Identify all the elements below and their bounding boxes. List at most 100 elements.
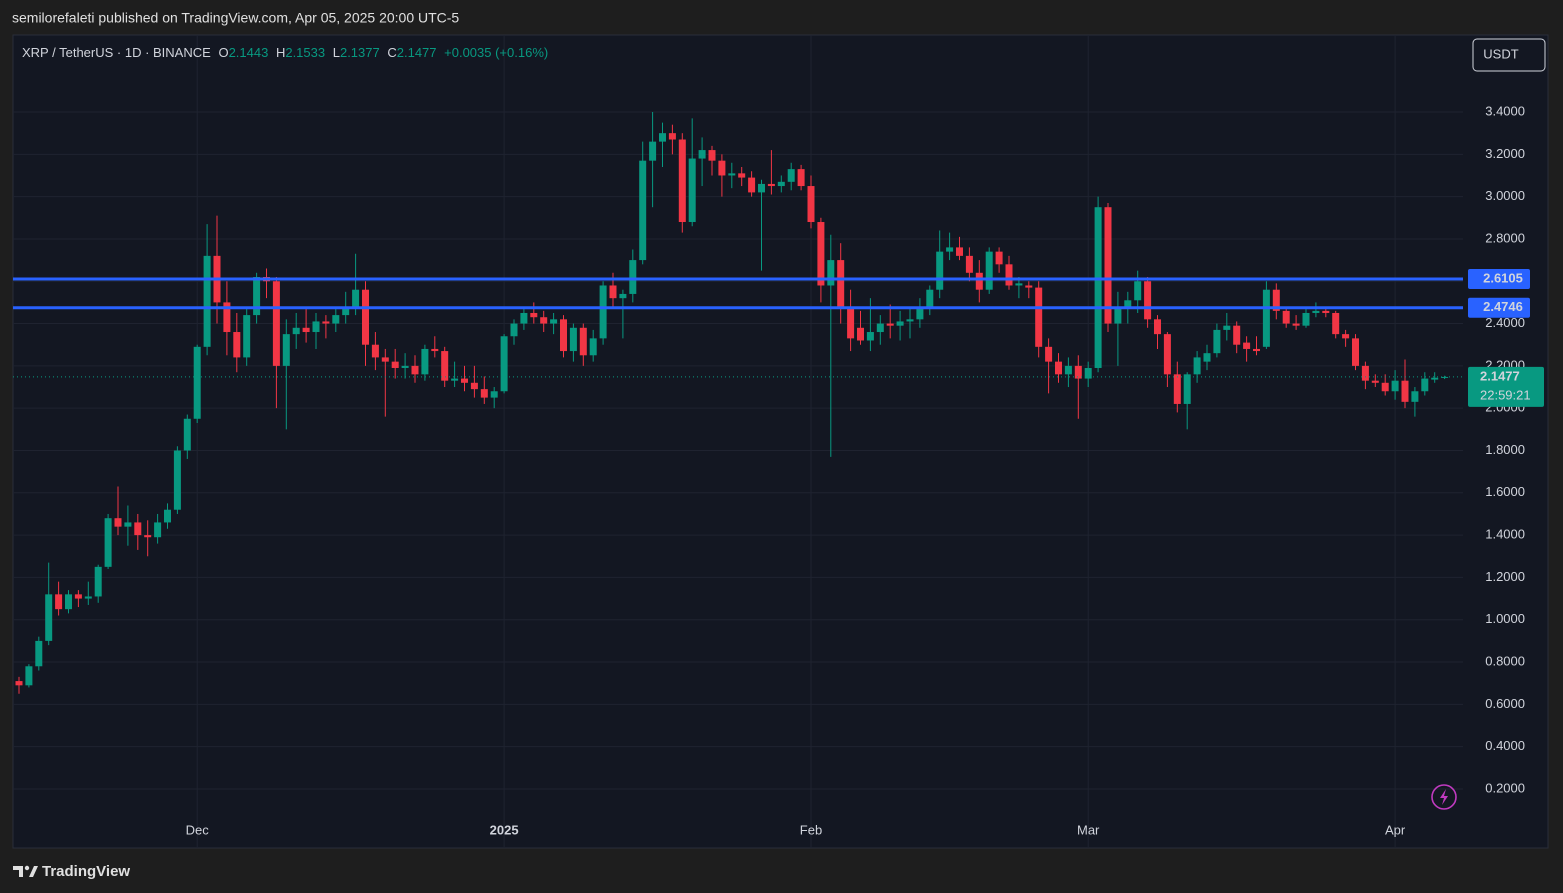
x-tick-label: Mar — [1077, 822, 1100, 837]
candle-body — [1381, 382, 1389, 392]
x-tick-label: 2025 — [490, 822, 519, 837]
candle-body — [272, 281, 280, 366]
candle-body — [1124, 300, 1132, 309]
symbol: XRP / TetherUS · 1D · BINANCE — [22, 45, 211, 60]
ohlc-key: C — [387, 45, 396, 60]
candle-body — [758, 183, 765, 193]
candle-body — [490, 391, 498, 398]
candle-body — [1411, 391, 1419, 402]
candle-body — [718, 160, 726, 176]
last-price-label: 2.1477 — [1480, 368, 1520, 383]
candle-body — [94, 566, 102, 597]
candle-body — [35, 640, 43, 667]
candle-body — [896, 321, 904, 326]
candle-body — [411, 365, 419, 375]
candle-body — [609, 285, 617, 299]
candle-body — [55, 594, 63, 610]
candle-body — [1183, 374, 1191, 404]
candle-body — [451, 378, 459, 381]
candle-body — [322, 321, 330, 324]
candle-body — [797, 169, 805, 187]
candle-body — [1332, 312, 1340, 335]
candle-body — [441, 351, 449, 381]
candle-body — [708, 150, 716, 161]
candle-body — [678, 139, 686, 223]
candle-body — [292, 327, 300, 335]
y-tick-label: 0.8000 — [1485, 653, 1525, 668]
candle-body — [569, 327, 577, 352]
candle-body — [748, 177, 756, 193]
candle-body — [1352, 338, 1359, 366]
currency-label[interactable]: USDT — [1483, 46, 1518, 61]
candle-body — [1223, 325, 1231, 330]
candle-body — [164, 509, 171, 523]
candle-body — [1302, 312, 1310, 326]
candle-body — [916, 306, 924, 320]
candle-body — [183, 418, 191, 451]
brand-logo — [13, 865, 38, 877]
level-label-box — [1468, 269, 1530, 290]
level-label: 2.4746 — [1483, 299, 1523, 314]
candle-body — [1084, 367, 1092, 379]
y-tick-label: 1.2000 — [1485, 569, 1525, 584]
y-tick-label: 0.6000 — [1485, 696, 1525, 711]
y-tick-label: 1.4000 — [1485, 527, 1525, 542]
candle-body — [1213, 329, 1221, 354]
candle-body — [1154, 319, 1161, 335]
candle-body — [1055, 361, 1062, 375]
candle-body — [25, 666, 33, 686]
candle-body — [926, 289, 934, 307]
candle-body — [391, 361, 399, 368]
candle-body — [381, 357, 389, 362]
candle-body — [223, 302, 231, 333]
candle-body — [857, 327, 864, 341]
candle-body — [1163, 334, 1171, 375]
candle-body — [1094, 207, 1102, 368]
candle-body — [1233, 325, 1241, 345]
chart-frame — [12, 34, 1549, 849]
currency-button[interactable] — [1472, 38, 1546, 72]
marks — [15, 112, 1449, 694]
candle-body — [589, 338, 597, 356]
level-label: 2.6105 — [1483, 270, 1523, 285]
candle-body — [173, 450, 181, 510]
candle-body — [1193, 357, 1201, 375]
ohlc-value: 2.1443 — [229, 45, 269, 60]
candle-body — [282, 334, 290, 366]
y-tick-label: 1.8000 — [1485, 442, 1525, 457]
candle-body — [1272, 289, 1280, 311]
change: +0.0035 (+0.16%) — [444, 45, 548, 60]
candle-body — [332, 315, 340, 324]
candle-body — [767, 183, 775, 187]
candle-body — [401, 365, 409, 368]
x-tick-label: Apr — [1385, 822, 1406, 837]
candle-body — [362, 289, 369, 345]
candle-body — [560, 319, 567, 352]
ohlc-value: 2.1533 — [285, 45, 325, 60]
candle-body — [1035, 287, 1043, 347]
candle-body — [253, 277, 261, 316]
candle-body — [995, 251, 1003, 265]
candle-body — [906, 319, 914, 322]
candle-body — [520, 312, 528, 324]
candle-body — [659, 133, 666, 142]
candle-body — [1401, 380, 1409, 402]
y-tick-label: 2.4000 — [1485, 315, 1525, 330]
ohlc-key: L — [333, 45, 340, 60]
candle-body — [1282, 310, 1290, 324]
lightning-icon[interactable] — [1431, 784, 1457, 810]
candle-body — [15, 681, 23, 686]
candle-body — [1104, 207, 1112, 324]
candle-body — [1342, 334, 1350, 339]
candle-body — [965, 255, 973, 273]
candle-body — [233, 332, 241, 358]
candle-body — [84, 596, 92, 599]
candle-body — [698, 150, 706, 159]
candle-body — [480, 389, 488, 398]
candle-body — [1144, 281, 1152, 320]
candle-body — [154, 522, 162, 538]
last-price-box — [1468, 366, 1544, 407]
countdown: 22:59:21 — [1480, 387, 1531, 402]
